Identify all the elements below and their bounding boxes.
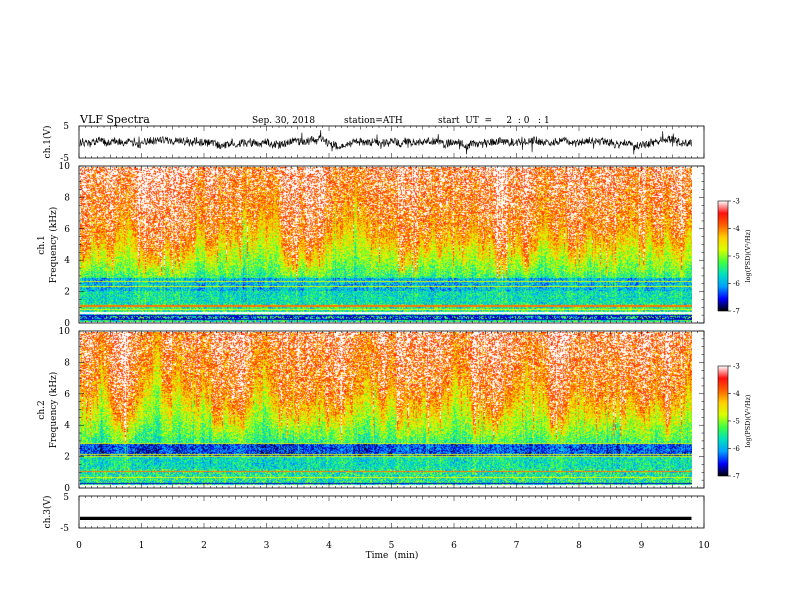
ch2-spectrogram-ylabel-line1: ch.2 bbox=[37, 400, 47, 419]
ch3-xticks bbox=[78, 496, 705, 528]
ch1-colorbar-scale bbox=[717, 200, 729, 312]
x-tick-label: 8 bbox=[576, 541, 582, 551]
ch1-xticks bbox=[78, 126, 705, 158]
ch2-spectrogram-ytick-label: 10 bbox=[59, 327, 71, 337]
ch1-spectrogram-ylabel-line1: ch.1 bbox=[37, 235, 47, 254]
x-tick-label: 2 bbox=[201, 541, 207, 551]
ch2-colorbar-tick-label: -3 bbox=[733, 363, 740, 371]
ch2-spectrogram-xticks bbox=[78, 331, 705, 488]
ch1-spectrogram-xticks bbox=[78, 166, 705, 323]
ch1-waveform-frame bbox=[78, 125, 705, 159]
ch1-spectrogram-ytick-label: 4 bbox=[64, 256, 70, 266]
x-tick-labels: 0 1 2 3 4 5 6 7 8 9 10 bbox=[76, 541, 710, 551]
ch1-ytick-top: 5 bbox=[63, 122, 69, 132]
ch3-ytick-bottom: -5 bbox=[60, 524, 69, 534]
header-start-ut: start UT = 2 : 0 : 1 bbox=[438, 116, 550, 126]
ch1-colorbar-tick-label: -5 bbox=[733, 253, 740, 261]
ch1-ytick-bottom: -5 bbox=[60, 154, 69, 164]
x-tick-label: 4 bbox=[326, 541, 332, 551]
ch2-spectrogram-ytick-label: 0 bbox=[64, 484, 70, 494]
x-tick-label: 0 bbox=[76, 541, 82, 551]
ch1-colorbar-tick-label: -4 bbox=[733, 225, 740, 233]
ch3-waveform-frame bbox=[78, 495, 705, 529]
ch2-colorbar-tick-label: -7 bbox=[733, 473, 740, 481]
ch3-waveform-panel: 5 -5 ch.3(V) bbox=[42, 493, 705, 534]
header-date: Sep. 30, 2018 bbox=[252, 116, 315, 126]
ch3-ylabel: ch.3(V) bbox=[42, 496, 53, 529]
ch1-waveform-panel: 5 -5 ch.1(V) bbox=[42, 122, 705, 164]
ch1-spectrogram-panel: 0 2 4 6 8 10 ch.1 Frequency (kHz) bbox=[37, 162, 705, 329]
ch2-spectrogram-panel: 0 2 4 6 8 10 ch.2 Frequency (kHz) bbox=[37, 327, 705, 494]
ch1-spectrogram-ylabel-line2: Frequency (kHz) bbox=[48, 207, 59, 284]
ch2-spectrogram-ytick-label: 8 bbox=[64, 358, 70, 368]
x-tick-label: 3 bbox=[264, 541, 270, 551]
ch3-ytick-top: 5 bbox=[63, 493, 69, 503]
ch1-colorbar-tick-label: -3 bbox=[733, 198, 740, 206]
header-station: station=ATH bbox=[344, 116, 403, 126]
ch1-colorbar: -3 -4 -5 -6 -7 log(PSD)(V²/Hz) bbox=[717, 198, 752, 316]
x-tick-label: 9 bbox=[639, 541, 645, 551]
ch2-colorbar: -3 -4 -5 -6 -7 log(PSD)(V²/Hz) bbox=[717, 363, 752, 481]
ch1-spectrogram-yticks: 0 2 4 6 8 10 bbox=[59, 162, 704, 329]
ch2-spectrogram-yticks: 0 2 4 6 8 10 bbox=[59, 327, 704, 494]
x-tick-label: 7 bbox=[514, 541, 520, 551]
x-tick-label: 10 bbox=[698, 541, 710, 551]
ch1-spectrogram-ytick-label: 0 bbox=[64, 319, 70, 329]
x-tick-label: 5 bbox=[389, 541, 395, 551]
ch2-colorbar-tick-label: -4 bbox=[733, 390, 740, 398]
ch2-spectrogram-ylabel-line2: Frequency (kHz) bbox=[48, 372, 59, 449]
x-axis-label: Time (min) bbox=[366, 550, 419, 561]
x-tick-label: 6 bbox=[451, 541, 457, 551]
ch2-spectrogram-heatmap bbox=[80, 332, 692, 487]
x-tick-label: 1 bbox=[139, 541, 145, 551]
ch1-colorbar-ticks: -3 -4 -5 -6 -7 bbox=[728, 198, 740, 316]
ch2-colorbar-ticks: -3 -4 -5 -6 -7 bbox=[728, 363, 740, 481]
ch2-colorbar-scale bbox=[717, 365, 729, 477]
ch2-colorbar-label: log(PSD)(V²/Hz) bbox=[744, 394, 752, 447]
ch2-spectrogram-ytick-label: 2 bbox=[64, 453, 70, 463]
ch2-spectrogram-ytick-label: 6 bbox=[64, 390, 70, 400]
ch2-spectrogram-ytick-label: 4 bbox=[64, 421, 70, 431]
ch1-spectrogram-ytick-label: 10 bbox=[59, 162, 71, 172]
ch2-colorbar-tick-label: -5 bbox=[733, 418, 740, 426]
ch1-colorbar-tick-label: -7 bbox=[733, 308, 740, 316]
ch1-ylabel: ch.1(V) bbox=[42, 126, 53, 159]
ch1-colorbar-tick-label: -6 bbox=[733, 280, 740, 288]
ch1-spectrogram-heatmap bbox=[80, 167, 692, 322]
ch1-spectrogram-ytick-label: 6 bbox=[64, 225, 70, 235]
ch2-colorbar-tick-label: -6 bbox=[733, 445, 740, 453]
ch1-trace bbox=[79, 130, 692, 155]
ch1-colorbar-label: log(PSD)(V²/Hz) bbox=[744, 229, 752, 282]
ch1-spectrogram-ytick-label: 2 bbox=[64, 288, 70, 298]
ch1-spectrogram-ytick-label: 8 bbox=[64, 193, 70, 203]
figure-title: VLF Spectra bbox=[79, 113, 150, 126]
